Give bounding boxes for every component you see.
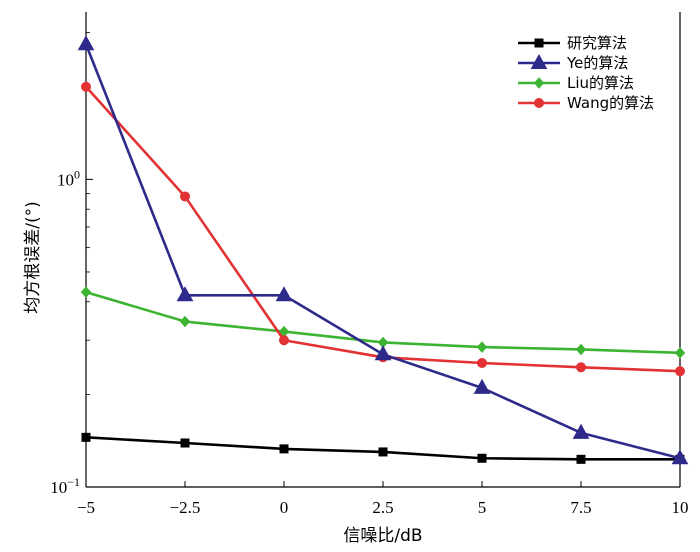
circle-marker: [477, 357, 487, 368]
legend-label: 研究算法: [567, 34, 627, 52]
square-marker: [576, 454, 586, 464]
diamond-marker: [575, 343, 587, 356]
circle-marker: [279, 335, 289, 346]
series-3: [81, 81, 685, 377]
diamond-marker: [80, 286, 92, 298]
diamond-marker: [476, 341, 488, 353]
legend-label: Liu的算法: [567, 74, 634, 92]
legend-item: 研究算法: [518, 34, 627, 52]
x-tick-label: 2.5: [372, 498, 393, 517]
x-tick-label: 10: [672, 498, 689, 517]
series-layer: [77, 35, 689, 465]
square-marker: [279, 444, 289, 454]
triangle-marker: [176, 286, 194, 302]
square-marker: [477, 453, 487, 463]
axis-ticks: −5 −2.5 0 2.5 5 7.5 10 10−1 100: [50, 32, 689, 517]
x-tick-label: −2.5: [170, 498, 201, 517]
triangle-marker: [275, 286, 293, 302]
series-0: [81, 432, 685, 464]
circle-marker: [534, 98, 544, 108]
triangle-marker: [671, 449, 689, 465]
triangle-marker: [572, 423, 590, 439]
x-tick-label: −5: [77, 498, 95, 517]
triangle-marker: [374, 345, 392, 361]
series-line: [85, 85, 681, 373]
circle-marker: [576, 362, 586, 373]
x-axis-label: 信噪比/dB: [343, 526, 422, 546]
square-marker: [180, 438, 190, 448]
circle-marker: [180, 191, 190, 202]
square-marker: [378, 447, 388, 457]
square-marker: [81, 432, 91, 442]
legend-label: Ye的算法: [566, 54, 628, 72]
triangle-marker: [473, 378, 491, 394]
x-tick-label: 7.5: [570, 498, 591, 517]
x-tick-label: 5: [478, 498, 487, 517]
y-axis-label: 均方根误差/(°): [23, 201, 43, 314]
x-tick-label: 0: [280, 498, 289, 517]
legend-item: Wang的算法: [518, 94, 654, 112]
legend-item: Liu的算法: [518, 74, 634, 92]
legend-label: Wang的算法: [567, 94, 654, 112]
diamond-marker: [533, 77, 545, 89]
circle-marker: [675, 366, 685, 377]
triangle-marker: [77, 35, 95, 51]
series-1: [77, 35, 689, 465]
diamond-marker: [179, 315, 191, 328]
square-marker: [534, 38, 544, 48]
diamond-marker: [674, 347, 686, 359]
triangle-marker: [530, 53, 548, 69]
circle-marker: [81, 81, 91, 92]
y-tick-label: 100: [57, 167, 80, 189]
y-tick-label: 10−1: [50, 475, 80, 497]
legend-item: Ye的算法: [518, 53, 628, 72]
legend: 研究算法 Ye的算法 Liu的算法 Wang的算法: [518, 34, 654, 112]
